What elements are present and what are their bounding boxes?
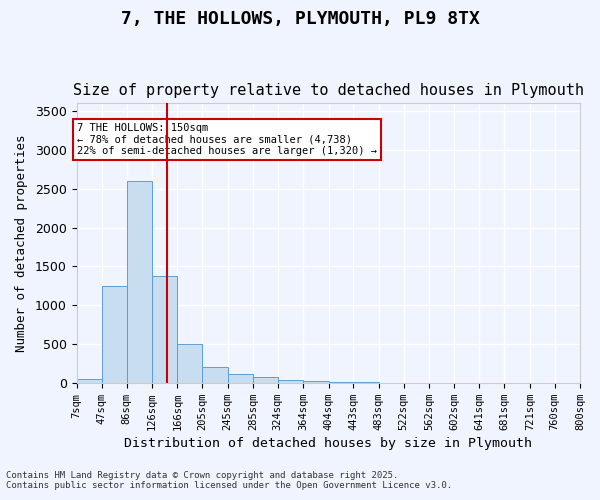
Bar bbox=[303, 382, 329, 383]
X-axis label: Distribution of detached houses by size in Plymouth: Distribution of detached houses by size … bbox=[124, 437, 532, 450]
Bar bbox=[202, 366, 227, 383]
Bar bbox=[127, 181, 152, 383]
Bar bbox=[102, 286, 127, 383]
Bar bbox=[253, 378, 278, 383]
Bar bbox=[178, 344, 202, 383]
Bar bbox=[77, 379, 102, 383]
Title: Size of property relative to detached houses in Plymouth: Size of property relative to detached ho… bbox=[73, 83, 584, 98]
Text: 7, THE HOLLOWS, PLYMOUTH, PL9 8TX: 7, THE HOLLOWS, PLYMOUTH, PL9 8TX bbox=[121, 10, 479, 28]
Bar bbox=[278, 380, 303, 383]
Bar bbox=[329, 382, 353, 383]
Bar bbox=[152, 276, 178, 383]
Y-axis label: Number of detached properties: Number of detached properties bbox=[15, 134, 28, 352]
Bar bbox=[227, 374, 253, 383]
Text: Contains HM Land Registry data © Crown copyright and database right 2025.
Contai: Contains HM Land Registry data © Crown c… bbox=[6, 470, 452, 490]
Text: 7 THE HOLLOWS: 150sqm
← 78% of detached houses are smaller (4,738)
22% of semi-d: 7 THE HOLLOWS: 150sqm ← 78% of detached … bbox=[77, 122, 377, 156]
